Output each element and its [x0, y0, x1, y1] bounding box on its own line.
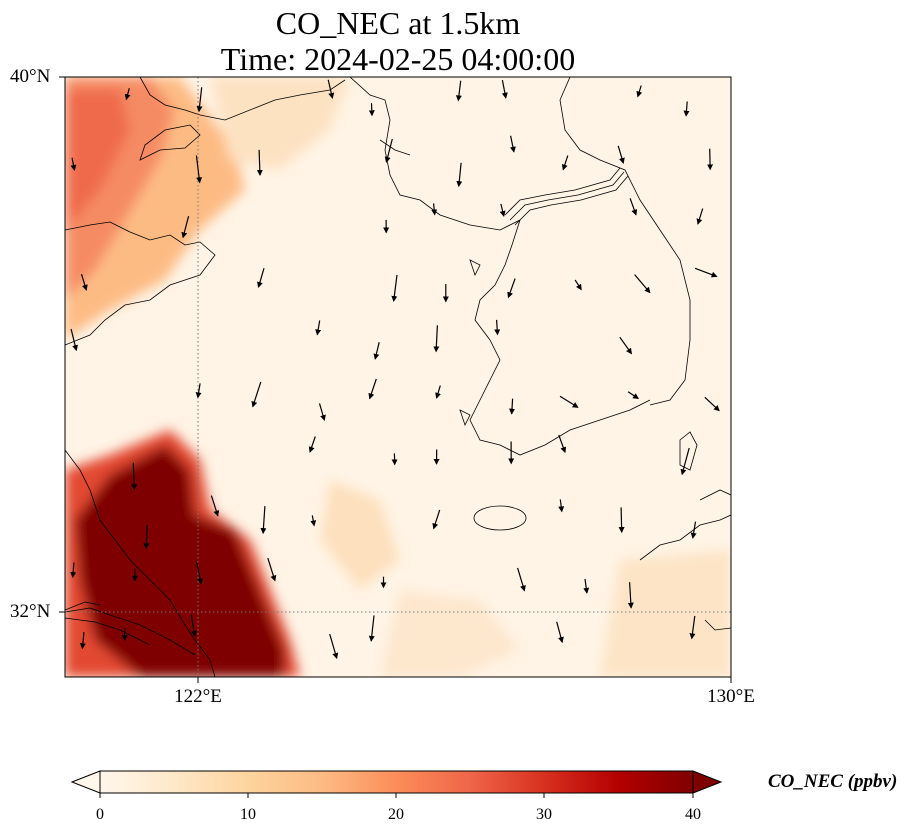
jiangsu-coast [65, 449, 216, 677]
wind-arrow [574, 279, 582, 291]
concentration-field [65, 77, 731, 677]
wind-arrow [704, 396, 720, 412]
liaodong-coast [139, 77, 346, 121]
wind-arrow [80, 274, 88, 291]
wind-arrow [391, 274, 398, 302]
wind-vectors [70, 79, 720, 660]
wind-arrow [190, 614, 197, 637]
wind-arrow [329, 633, 339, 660]
colorbar-tick-0: 0 [96, 806, 104, 823]
wind-arrow [619, 336, 632, 355]
colorbar-label: CO_NEC (ppbv) [768, 771, 898, 792]
wind-arrow [558, 499, 565, 513]
wind-arrow [260, 506, 267, 535]
wind-arrow [689, 615, 696, 640]
wind-arrow [210, 495, 220, 517]
wind-arrow [327, 79, 335, 99]
wind-arrow [561, 155, 569, 171]
wind-arrow [70, 328, 79, 352]
colorbar-gradient [99, 770, 694, 794]
wind-arrow [70, 562, 77, 579]
colorbar-extend-low [70, 770, 101, 794]
lon-label-122e: 122°E [174, 686, 222, 707]
wind-arrow [696, 208, 704, 225]
wind-arrow [431, 203, 438, 216]
shandong-coast [65, 221, 216, 346]
wind-arrow [143, 524, 150, 550]
lon-label-130e: 130°E [707, 686, 755, 707]
yangtze-river [65, 607, 196, 656]
korea-west-coast [469, 219, 651, 456]
gridlines [65, 77, 731, 677]
wind-arrow [433, 325, 440, 353]
map-panel [59, 76, 732, 683]
wind-arrow [507, 278, 516, 299]
jeju-island [473, 505, 527, 531]
wind-arrow [181, 216, 190, 239]
wind-arrow [618, 507, 625, 534]
colorbar-extend-high [692, 770, 723, 794]
colorbar [70, 770, 723, 798]
wind-arrow [70, 157, 77, 171]
wind-arrow [315, 320, 322, 336]
wind-arrow [690, 521, 697, 539]
wind-arrow [455, 80, 462, 102]
map-frame [64, 76, 732, 678]
wind-arrow [636, 85, 643, 98]
colorbar-tick-20: 20 [388, 806, 404, 823]
wind-arrow [368, 103, 375, 117]
wind-arrow [634, 274, 651, 294]
wind-arrow [683, 101, 690, 117]
wind-arrow [501, 79, 508, 99]
wind-arrow [318, 403, 326, 422]
wind-arrow [368, 615, 375, 642]
colorbar-tick-30: 30 [536, 806, 552, 823]
wind-arrow [195, 155, 203, 184]
wind-arrow [629, 198, 638, 216]
wind-arrow [680, 447, 690, 476]
wind-arrow [517, 567, 526, 592]
colorbar-tick-40: 40 [685, 806, 701, 823]
coastlines [65, 77, 731, 677]
map-title-line-2: Time: 2024-02-25 04:00:00 [220, 41, 576, 77]
wind-arrow [256, 149, 263, 176]
wind-arrow [251, 381, 262, 408]
wind-arrow [195, 383, 202, 399]
wind-arrow [310, 515, 317, 527]
map-title-line-1: CO_NEC at 1.5km [275, 5, 521, 41]
wind-arrow [435, 385, 441, 399]
wind-arrow [267, 557, 277, 582]
wind-arrow [196, 87, 203, 113]
lat-label-40n: 40°N [10, 66, 51, 87]
lat-label-32n: 32°N [10, 601, 51, 622]
wind-arrow [509, 135, 516, 153]
wind-arrow [456, 162, 463, 188]
wind-arrow [559, 395, 579, 408]
wind-arrow [373, 342, 380, 360]
wind-arrow [494, 319, 501, 336]
wind-arrow [499, 203, 506, 217]
wind-arrow [707, 148, 714, 171]
wind-arrow [257, 268, 265, 289]
colorbar-tick-10: 10 [240, 806, 256, 823]
wind-arrow [509, 398, 515, 415]
wind-arrow [617, 145, 625, 164]
wind-arrow [556, 621, 564, 644]
wind-arrow [368, 378, 377, 400]
wind-arrow [558, 434, 567, 454]
wind-arrow [131, 462, 138, 491]
korea-east-coast [559, 77, 691, 406]
axis-ticks [59, 76, 732, 683]
wind-arrow [384, 138, 393, 163]
wind-arrow [432, 509, 441, 530]
wind-arrow [694, 267, 718, 278]
wind-arrow [627, 582, 634, 609]
wind-arrow [583, 578, 590, 594]
wind-arrow [124, 88, 131, 101]
wind-arrow [308, 436, 316, 453]
wind-arrow [196, 561, 204, 585]
wind-arrow [627, 391, 640, 400]
wind-arrow [79, 632, 86, 650]
